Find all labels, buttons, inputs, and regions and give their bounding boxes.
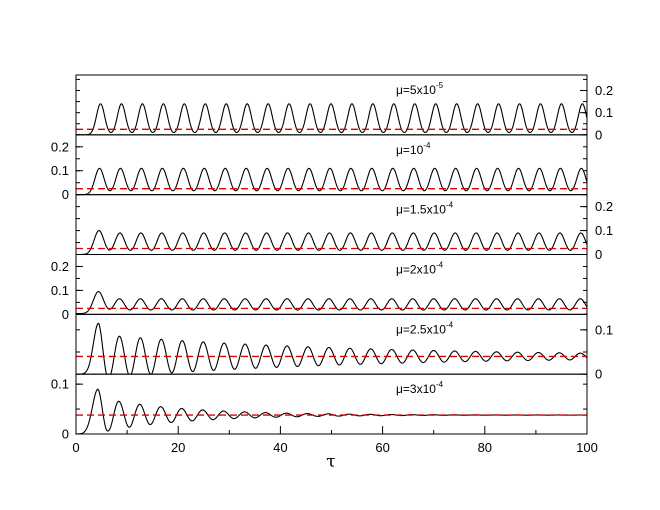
panel-mu-1e-4: 0 0.1 0.2 μ=10-4 [51, 134, 588, 202]
y-tick-label-mu-5e-5-0: 0 [595, 127, 602, 142]
y-tick-label-mu-1.5e-4-0: 0 [595, 247, 602, 262]
panel-label-base-mu-3e-4: μ=3x10 [396, 382, 436, 396]
series-line-mu-1e-4 [76, 167, 587, 195]
y-tick-label-mu-1e-4-2: 0.2 [51, 139, 69, 154]
panel-mu-2e-4: 0 0.1 0.2 μ=2x10-4 [51, 254, 588, 322]
panel-frame-mu-2.5e-4 [75, 313, 588, 375]
panel-label-exponent-mu-2e-4: -4 [436, 261, 444, 270]
x-axis: 0 20 40 60 80 100 [72, 426, 598, 455]
panel-label-mu-1.5e-4: μ=1.5x10-4 [396, 201, 454, 217]
y-tick-label-mu-5e-5-2: 0.2 [595, 83, 613, 98]
y-tick-label-mu-1.5e-4-1: 0.1 [595, 223, 613, 238]
panel-frame-mu-2e-4 [75, 254, 588, 315]
series-line-mu-1.5e-4 [76, 230, 587, 255]
panel-label-mu-1e-4: μ=10-4 [396, 141, 431, 157]
panel-label-base-mu-2e-4: μ=2x10 [396, 263, 436, 277]
panel-label-exponent-mu-1.5e-4: -4 [446, 201, 454, 210]
panel-label-base-mu-1e-4: μ=10 [396, 143, 424, 157]
panel-label-mu-3e-4: μ=3x10-4 [396, 380, 444, 396]
panel-label-mu-2.5e-4: μ=2.5x10-4 [396, 320, 454, 336]
y-tick-label-mu-1e-4-1: 0.1 [51, 163, 69, 178]
x-tick-label-2: 40 [273, 440, 287, 455]
panel-label-exponent-mu-3e-4: -4 [436, 380, 444, 389]
series-line-mu-3e-4 [76, 388, 587, 434]
panel-mu-1.5e-4: 0 0.1 0.2 μ=1.5x10-4 [75, 194, 613, 262]
panel-label-base-mu-1.5e-4: μ=1.5x10 [396, 203, 446, 217]
panel-frame-mu-1.5e-4 [75, 194, 588, 256]
x-tick-label-4: 80 [478, 440, 492, 455]
series-line-mu-2.5e-4 [76, 322, 587, 375]
y-tick-label-mu-2e-4-1: 0.1 [51, 283, 69, 298]
panel-label-exponent-mu-2.5e-4: -4 [446, 320, 454, 329]
y-tick-label-mu-1.5e-4-2: 0.2 [595, 199, 613, 214]
y-tick-label-mu-2e-4-2: 0.2 [51, 259, 69, 274]
panel-label-mu-2e-4: μ=2x10-4 [396, 261, 444, 277]
y-tick-label-mu-2.5e-4-1: 0.1 [595, 322, 613, 337]
y-tick-label-mu-2.5e-4-0: 0 [595, 367, 602, 382]
y-tick-label-mu-2e-4-0: 0 [62, 307, 69, 322]
panel-frame-mu-1e-4 [75, 134, 588, 196]
panel-mu-2.5e-4: 0 0.1 μ=2.5x10-4 [75, 313, 613, 382]
panel-label-exponent-mu-5e-5: -5 [436, 81, 444, 90]
panel-frame-mu-3e-4 [75, 373, 588, 435]
x-tick-label-0: 0 [72, 440, 79, 455]
panel-label-base-mu-2.5e-4: μ=2.5x10 [396, 322, 446, 336]
panel-label-base-mu-5e-5: μ=5x10 [396, 83, 436, 97]
x-tick-label-1: 20 [171, 440, 185, 455]
series-line-mu-5e-5 [76, 103, 587, 135]
x-axis-label: τ [326, 452, 335, 472]
panels-group: 00.10.2μ=5x10-500.10.2 μ=10-400.10.2μ=1.5… [51, 74, 613, 442]
x-tick-label-5: 100 [576, 440, 598, 455]
panel-label-exponent-mu-1e-4: -4 [423, 141, 431, 150]
panel-label-mu-5e-5: μ=5x10-5 [396, 81, 444, 97]
y-tick-label-mu-1e-4-0: 0 [62, 187, 69, 202]
panel-mu-3e-4: 0 0.1 μ=3x10-4 [51, 373, 588, 442]
x-tick-label-3: 60 [375, 440, 389, 455]
y-tick-label-mu-3e-4-1: 0.1 [51, 377, 69, 392]
y-tick-label-mu-3e-4-0: 0 [62, 427, 69, 442]
panel-mu-5e-5: 0 0.1 0.2 μ=5x10-5 [75, 74, 613, 142]
series-line-mu-2e-4 [76, 291, 587, 315]
y-tick-label-mu-5e-5-1: 0.1 [595, 105, 613, 120]
